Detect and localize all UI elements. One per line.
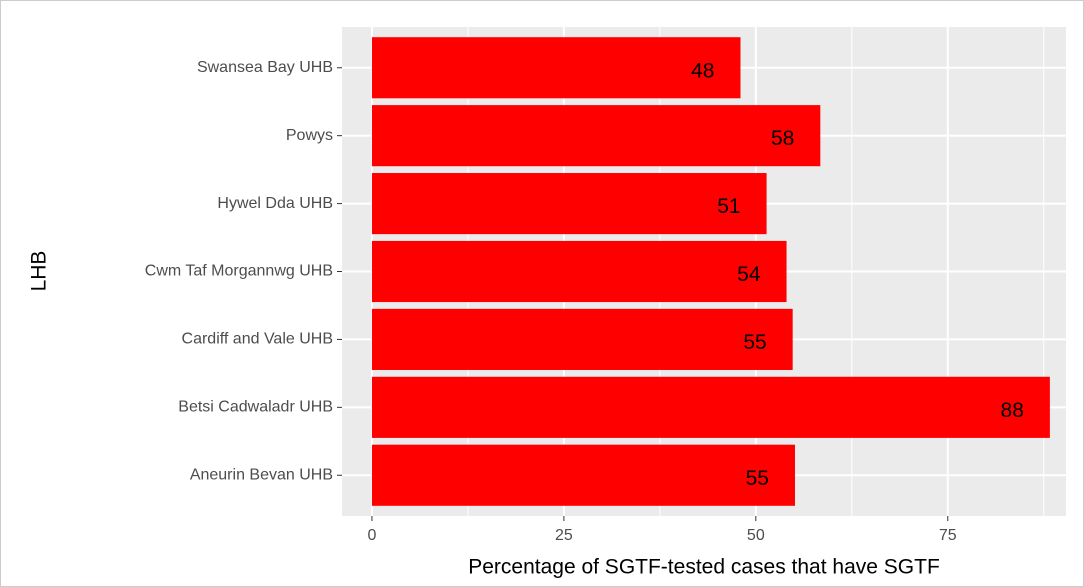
data-label: 54 — [737, 263, 761, 286]
x-tick-label: 25 — [555, 527, 573, 544]
x-axis-title: Percentage of SGTF-tested cases that hav… — [468, 556, 940, 579]
data-label: 48 — [691, 59, 714, 82]
bar — [371, 376, 1050, 438]
x-tick-label: 75 — [939, 527, 957, 544]
bar — [371, 308, 793, 370]
y-tick-label: Cardiff and Vale UHB — [182, 331, 333, 348]
y-tick-label: Hywel Dda UHB — [217, 195, 333, 212]
y-tick-label: Betsi Cadwaladr UHB — [178, 399, 333, 416]
bar — [371, 444, 795, 506]
bar — [371, 173, 767, 235]
data-label: 55 — [743, 331, 766, 354]
bar — [371, 240, 787, 303]
y-tick-label: Aneurin Bevan UHB — [190, 466, 333, 483]
y-axis-title: LHB — [28, 251, 51, 292]
x-tick-label: 50 — [747, 527, 765, 544]
data-label: 55 — [746, 467, 769, 490]
data-label: 58 — [771, 127, 794, 150]
data-label: 88 — [1001, 399, 1024, 422]
data-label: 51 — [717, 195, 740, 218]
bar — [371, 105, 821, 167]
x-tick-label: 0 — [367, 527, 376, 544]
y-tick-label: Powys — [286, 127, 333, 144]
y-tick-label: Swansea Bay UHB — [197, 59, 333, 76]
y-tick-label: Cwm Taf Morgannwg UHB — [145, 263, 333, 280]
bar — [371, 37, 741, 99]
